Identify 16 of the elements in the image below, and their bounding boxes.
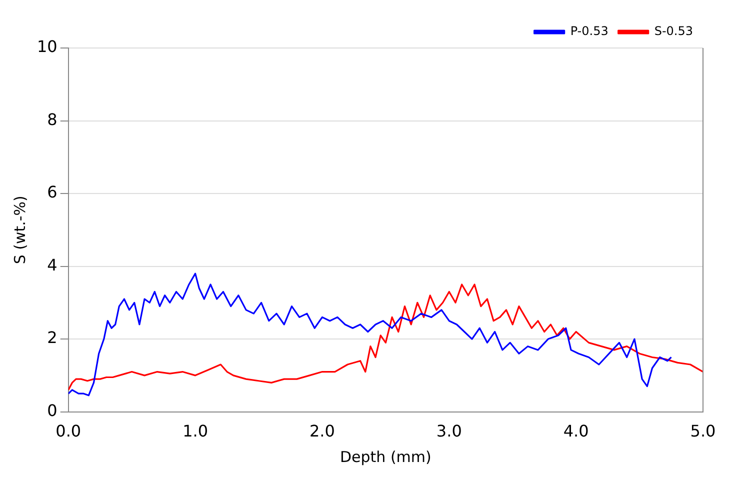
y-axis-title: S (wt.-%) [10, 196, 29, 264]
x-tick-label: 0.0 [56, 422, 82, 441]
x-tick-label: 4.0 [563, 422, 589, 441]
y-tick-label: 8 [47, 110, 58, 129]
y-tick-label: 6 [47, 182, 58, 202]
legend-label: S-0.53 [654, 24, 694, 38]
x-tick-label: 1.0 [182, 422, 208, 441]
y-tick-label: 0 [47, 400, 58, 420]
x-axis-title: Depth (mm) [340, 448, 432, 466]
x-tick-label: 2.0 [309, 422, 335, 441]
y-tick-label: 4 [47, 255, 58, 274]
y-tick-label: 10 [37, 37, 58, 56]
x-tick-label: 5.0 [690, 422, 716, 441]
x-tick-label: 3.0 [436, 422, 462, 441]
legend-label: P-0.53 [570, 24, 608, 38]
y-tick-label: 2 [47, 328, 58, 348]
